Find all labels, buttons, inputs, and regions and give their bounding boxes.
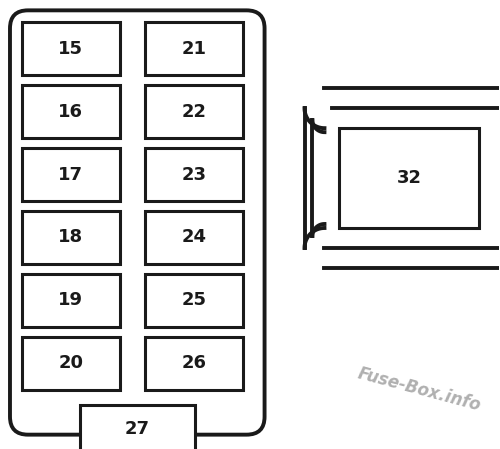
Bar bbox=[22, 274, 120, 327]
Text: 32: 32 bbox=[397, 169, 422, 187]
Text: 21: 21 bbox=[181, 40, 206, 58]
Text: 20: 20 bbox=[58, 354, 84, 372]
Bar bbox=[22, 22, 120, 75]
Text: 23: 23 bbox=[181, 166, 206, 184]
Text: 26: 26 bbox=[181, 354, 206, 372]
Bar bbox=[145, 148, 242, 201]
Text: 18: 18 bbox=[58, 229, 84, 247]
Bar bbox=[80, 405, 194, 449]
Text: 19: 19 bbox=[58, 291, 84, 309]
Text: 24: 24 bbox=[181, 229, 206, 247]
Text: 15: 15 bbox=[58, 40, 84, 58]
Bar bbox=[145, 22, 242, 75]
Bar bbox=[22, 337, 120, 390]
Bar bbox=[22, 85, 120, 138]
Bar bbox=[145, 274, 242, 327]
Text: 25: 25 bbox=[181, 291, 206, 309]
Text: Fuse-Box.info: Fuse-Box.info bbox=[356, 365, 483, 415]
Bar bbox=[145, 85, 242, 138]
Bar bbox=[340, 128, 479, 228]
Bar bbox=[145, 211, 242, 264]
Text: 27: 27 bbox=[125, 420, 150, 438]
Bar bbox=[22, 148, 120, 201]
Bar bbox=[22, 211, 120, 264]
FancyBboxPatch shape bbox=[10, 10, 264, 435]
Text: 17: 17 bbox=[58, 166, 84, 184]
Text: 16: 16 bbox=[58, 103, 84, 121]
Text: 22: 22 bbox=[181, 103, 206, 121]
Bar bbox=[145, 337, 242, 390]
